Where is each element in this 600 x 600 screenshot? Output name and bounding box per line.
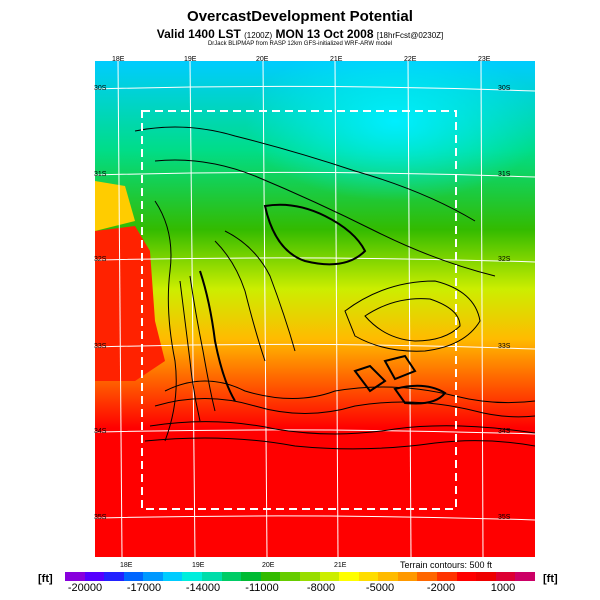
colorbar-swatch <box>378 572 398 581</box>
colorbar-tick: -14000 <box>185 582 221 594</box>
colorbar-swatch <box>515 572 535 581</box>
colorbar-swatch <box>280 572 300 581</box>
inner-domain-box <box>141 110 457 510</box>
colorbar-tick: -17000 <box>126 582 162 594</box>
colorbar-swatch <box>299 572 320 581</box>
lat-label-left: 33S <box>94 343 107 350</box>
lat-label-left: 30S <box>94 85 107 92</box>
valid-label: Valid 1400 LST <box>156 27 241 41</box>
lon-label-top: 20E <box>256 56 269 63</box>
lon-label-top: 19E <box>184 56 197 63</box>
colorbar-swatch <box>84 572 105 581</box>
colorbar <box>65 572 535 581</box>
colorbar-swatch <box>221 572 242 581</box>
colorbar-swatch <box>104 572 124 581</box>
colorbar-unit-left: [ft] <box>38 573 53 585</box>
forecast-code: [18hrFcst@0230Z] <box>376 31 444 40</box>
colorbar-tick: -11000 <box>245 582 279 594</box>
colorbar-swatch <box>182 572 203 581</box>
colorbar-swatch <box>358 572 379 581</box>
lon-label-top: 21E <box>330 56 343 63</box>
colorbar-swatch <box>241 572 261 581</box>
lat-label-left: 31S <box>94 171 107 178</box>
map-title: OvercastDevelopment Potential <box>187 8 413 25</box>
lon-label-top: 22E <box>404 56 417 63</box>
lat-label-right: 35S <box>498 514 511 521</box>
colorbar-swatch <box>339 572 359 581</box>
colorbar-swatch <box>123 572 144 581</box>
lon-label-top: 18E <box>112 56 125 63</box>
colorbar-swatch <box>260 572 281 581</box>
lon-label-bottom: 20E <box>262 562 275 569</box>
colorbar-tick: -20000 <box>67 582 103 594</box>
high-cyan-area <box>245 61 535 201</box>
lat-label-right: 33S <box>498 343 511 350</box>
colorbar-swatch <box>495 572 516 581</box>
valid-code: (1200Z) <box>244 31 273 40</box>
forecast-map <box>95 61 535 557</box>
lat-label-left: 35S <box>94 514 107 521</box>
model-credit: DrJack BLIPMAP from RASP 12km GFS-initia… <box>207 41 393 47</box>
lat-label-left: 32S <box>94 256 107 263</box>
lon-label-top: 23E <box>478 56 491 63</box>
colorbar-swatch <box>397 572 418 581</box>
colorbar-swatch <box>202 572 222 581</box>
lat-label-right: 30S <box>498 85 511 92</box>
colorbar-swatch <box>456 572 477 581</box>
lon-label-bottom: 18E <box>120 562 133 569</box>
colorbar-swatch <box>65 572 85 581</box>
lat-label-right: 32S <box>498 256 511 263</box>
colorbar-tick: -5000 <box>365 582 395 594</box>
forecast-date: MON 13 Oct 2008 <box>275 27 374 41</box>
lat-label-left: 34S <box>94 428 107 435</box>
terrain-contours <box>134 126 535 450</box>
lon-label-bottom: 19E <box>192 562 205 569</box>
colorbar-tick: 1000 <box>490 582 516 594</box>
lat-label-right: 31S <box>498 171 511 178</box>
colorbar-swatch <box>162 572 183 581</box>
lon-label-bottom: 21E <box>334 562 347 569</box>
valid-time: Valid 1400 LST (1200Z) MON 13 Oct 2008 [… <box>0 27 600 41</box>
colorbar-swatch <box>476 572 496 581</box>
colorbar-tick: -2000 <box>426 582 456 594</box>
west-coast-red <box>95 226 165 381</box>
terrain-contours-note: Terrain contours: 500 ft <box>400 560 493 570</box>
colorbar-swatch <box>436 572 457 581</box>
colorbar-swatch <box>417 572 437 581</box>
lat-label-right: 34S <box>498 428 511 435</box>
west-coast-orange <box>95 181 135 231</box>
colorbar-swatch <box>319 572 340 581</box>
colorbar-tick: -8000 <box>306 582 336 594</box>
colorbar-unit-right: [ft] <box>543 573 558 585</box>
colorbar-swatch <box>143 572 163 581</box>
